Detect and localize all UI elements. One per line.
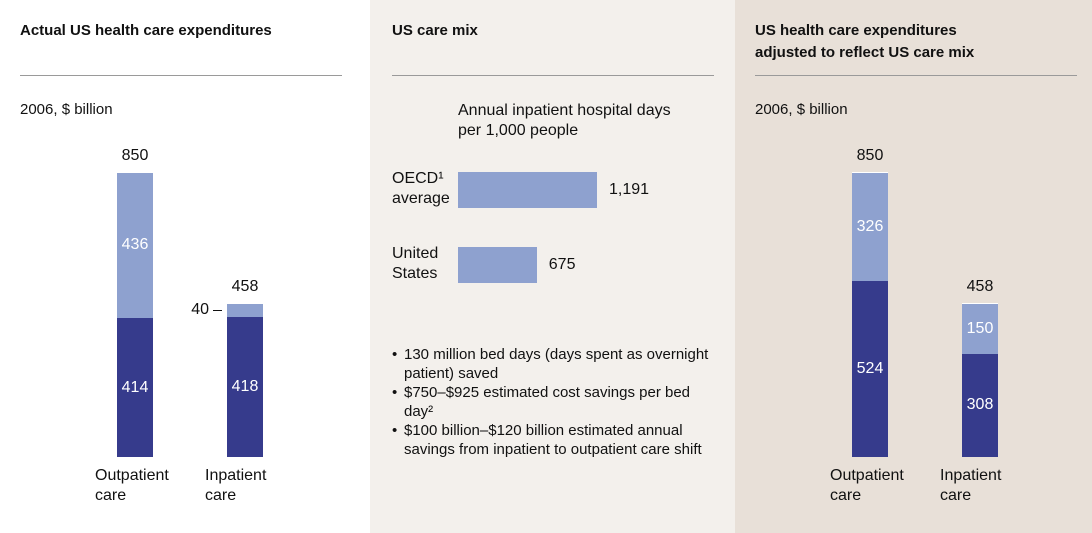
bar <box>458 247 537 283</box>
segment-label: 418 <box>231 377 259 395</box>
panel-title: US care mix <box>392 22 478 39</box>
panel-actual <box>0 0 370 533</box>
segment-label: 414 <box>121 378 149 396</box>
total-label: 458 <box>966 278 994 296</box>
category-label: Outpatient care <box>830 467 904 504</box>
bar-segment <box>962 353 998 457</box>
panel-title: US health care expenditures adjusted to … <box>755 22 975 61</box>
bar-segment <box>962 303 998 354</box>
title-rule <box>755 75 1077 76</box>
value-label: 1,191 <box>609 181 650 198</box>
title-rule <box>20 75 342 76</box>
bar <box>458 172 597 208</box>
segment-label: 436 <box>121 236 149 254</box>
total-label: 850 <box>856 147 884 164</box>
category-label: OECD¹ average <box>392 170 450 207</box>
panel-title: Actual US health care expenditures <box>20 22 272 39</box>
notes: 130 million bed days (days spent as over… <box>392 345 714 459</box>
category-label: Inpatient care <box>205 467 267 504</box>
category-label: Inpatient care <box>940 467 1002 504</box>
note: $100 billion–$120 billion estimated annu… <box>392 421 714 459</box>
total-label: 850 <box>121 147 149 164</box>
segment-label: 308 <box>966 396 994 414</box>
bar-segment <box>852 281 888 457</box>
bar-segment <box>227 303 263 317</box>
panel-adjusted <box>735 0 1092 533</box>
bar-segment <box>117 318 153 457</box>
bar-segment <box>852 172 888 282</box>
segment-label: 326 <box>856 217 884 235</box>
segment-label: 40 <box>191 301 209 319</box>
subtitle: Annual inpatient hospital days per 1,000… <box>458 102 671 139</box>
category-label: United States <box>392 245 439 282</box>
bar-segment <box>117 172 153 319</box>
value-label: 675 <box>548 256 576 273</box>
total-label: 458 <box>231 278 259 296</box>
segment-label: 524 <box>856 360 884 378</box>
category-label: Outpatient care <box>95 467 169 504</box>
leader-line <box>213 310 222 312</box>
subtitle: 2006, $ billion <box>20 101 113 118</box>
bar-segment <box>227 316 263 457</box>
subtitle: 2006, $ billion <box>755 101 848 118</box>
segment-label: 150 <box>966 319 994 337</box>
note: 130 million bed days (days spent as over… <box>392 345 714 383</box>
title-rule <box>392 75 714 76</box>
note: $750–$925 estimated cost savings per bed… <box>392 383 714 421</box>
